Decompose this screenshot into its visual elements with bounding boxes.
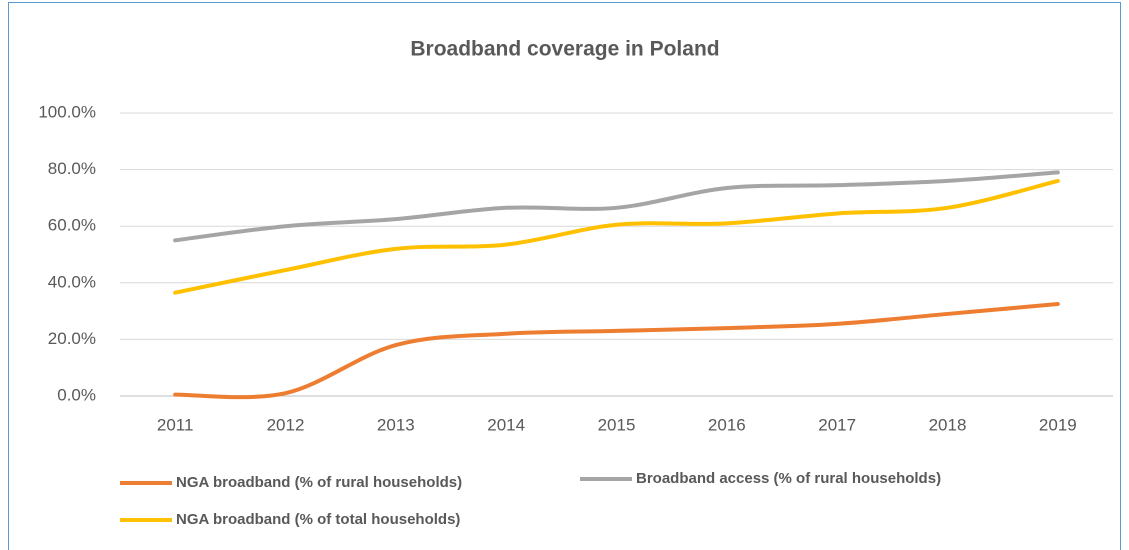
y-tick-label: 0.0% [57,385,96,404]
x-tick-label: 2015 [598,415,636,434]
legend-label: NGA broadband (% of total households) [176,511,460,528]
x-tick-label: 2018 [929,415,967,434]
x-tick-label: 2019 [1039,415,1077,434]
legend-label: Broadband access (% of rural households) [636,470,941,487]
legend-label: NGA broadband (% of rural households) [176,474,462,491]
x-tick-label: 2014 [487,415,525,434]
x-tick-label: 2011 [157,415,194,434]
y-tick-label: 100.0% [38,102,96,121]
x-tick-label: 2013 [377,415,415,434]
x-tick-label: 2017 [818,415,856,434]
x-tick-label: 2012 [267,415,305,434]
series-line [173,178,1060,295]
chart-title: Broadband coverage in Poland [410,38,719,61]
series-line [173,302,1060,400]
y-tick-label: 80.0% [48,159,96,178]
chart-border [8,2,1121,550]
series-line [173,170,1060,243]
x-tick-label: 2016 [708,415,746,434]
y-tick-label: 40.0% [48,272,96,291]
y-tick-label: 20.0% [48,329,96,348]
y-tick-label: 60.0% [48,216,96,235]
